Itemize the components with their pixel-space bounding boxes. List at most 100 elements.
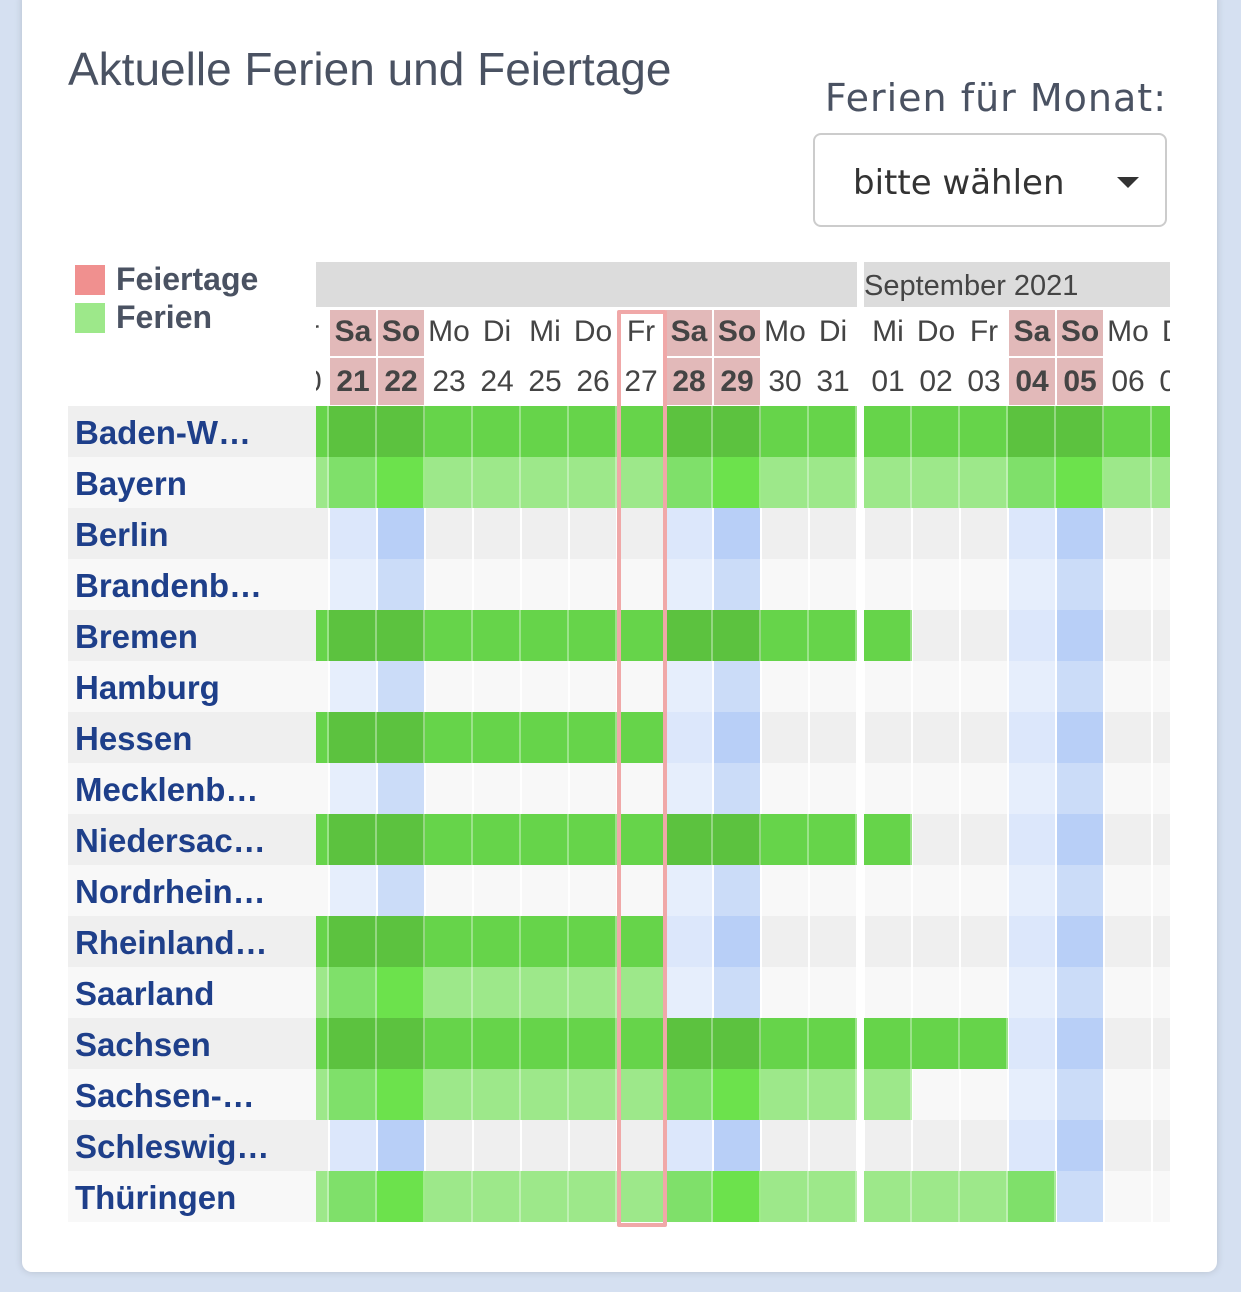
day-cell	[1153, 1120, 1170, 1171]
day-cell	[810, 916, 858, 967]
day-cell	[377, 712, 425, 763]
day-cell	[329, 406, 377, 457]
day-cell	[377, 1069, 425, 1120]
day-cell	[809, 1018, 857, 1069]
day-cell	[1153, 763, 1170, 814]
day-cell	[1056, 457, 1104, 508]
state-name: Nordrhein…	[68, 865, 316, 916]
day-cell	[425, 814, 473, 865]
day-cell	[425, 406, 473, 457]
day-header: 26	[576, 365, 610, 398]
day-cell	[570, 559, 618, 610]
day-cell	[1057, 1171, 1105, 1222]
day-cell	[913, 1069, 961, 1120]
day-cell	[473, 1171, 521, 1222]
day-cell	[329, 457, 377, 508]
day-cell	[474, 508, 522, 559]
day-cell	[961, 967, 1009, 1018]
day-cell	[378, 1120, 426, 1171]
day-cell	[762, 865, 810, 916]
day-cell	[1105, 865, 1153, 916]
day-cell	[570, 661, 618, 712]
day-cell	[714, 1120, 762, 1171]
day-cell	[865, 661, 913, 712]
day-cell	[329, 916, 377, 967]
day-cell	[316, 508, 330, 559]
day-cell	[618, 763, 666, 814]
day-cell	[1153, 559, 1170, 610]
today-outline	[617, 310, 667, 1227]
day-cell	[809, 457, 857, 508]
day-cell	[961, 1069, 1009, 1120]
day-header: 27	[618, 358, 664, 405]
day-cell	[666, 661, 714, 712]
day-cell	[913, 916, 961, 967]
weekday-header: So	[1057, 310, 1103, 356]
day-cell	[1056, 406, 1104, 457]
day-cell	[809, 1069, 857, 1120]
day-cell	[1105, 1171, 1153, 1222]
day-cell	[714, 865, 762, 916]
day-cell	[810, 661, 858, 712]
day-cell	[316, 661, 330, 712]
month-select[interactable]: bitte wählen	[813, 133, 1167, 227]
day-cell	[329, 1171, 377, 1222]
day-cell	[522, 508, 570, 559]
day-cell	[665, 1069, 713, 1120]
day-cell	[810, 559, 858, 610]
day-cell	[521, 1069, 569, 1120]
day-cell	[864, 1018, 912, 1069]
day-cell	[1105, 559, 1153, 610]
day-cell	[329, 610, 377, 661]
day-cell	[1009, 814, 1057, 865]
day-cell	[377, 1018, 425, 1069]
day-cell	[762, 967, 810, 1018]
day-cell	[426, 763, 474, 814]
day-cell	[762, 712, 810, 763]
weekday-header: Mo	[764, 315, 806, 348]
day-cell	[377, 814, 425, 865]
day-cell	[912, 1018, 960, 1069]
day-cell	[714, 916, 762, 967]
day-cell	[810, 1120, 858, 1171]
day-cell	[1057, 967, 1105, 1018]
day-cell	[961, 661, 1009, 712]
day-cell	[665, 610, 713, 661]
day-cell	[762, 559, 810, 610]
state-name: Brandenb…	[68, 559, 316, 610]
day-cell	[1105, 1120, 1153, 1171]
day-cell	[864, 814, 912, 865]
day-cell	[761, 1018, 809, 1069]
day-cell	[809, 814, 857, 865]
day-cell	[761, 406, 809, 457]
state-name: Hamburg	[68, 661, 316, 712]
day-cell	[378, 865, 426, 916]
day-cell	[1057, 1069, 1105, 1120]
day-cell	[617, 1069, 665, 1120]
day-cell	[473, 406, 521, 457]
day-cell	[913, 1120, 961, 1171]
day-cell	[426, 661, 474, 712]
day-cell	[913, 814, 961, 865]
day-cell	[1104, 406, 1152, 457]
day-cell	[426, 508, 474, 559]
day-cell	[521, 1171, 569, 1222]
day-cell	[425, 610, 473, 661]
day-cell	[1105, 1018, 1153, 1069]
weekday-header: Sa	[330, 310, 376, 356]
day-cell	[913, 967, 961, 1018]
day-header: 02	[919, 365, 953, 398]
day-header: 25	[528, 365, 562, 398]
day-cell	[316, 1069, 329, 1120]
day-cell	[864, 1069, 912, 1120]
day-cell	[865, 763, 913, 814]
day-cell	[713, 457, 761, 508]
weekday-header: Mi	[529, 315, 561, 348]
day-cell	[522, 865, 570, 916]
day-cell	[521, 712, 569, 763]
state-name: Bayern	[68, 457, 316, 508]
state-name: Sachsen-…	[68, 1069, 316, 1120]
day-cell	[377, 1171, 425, 1222]
day-cell	[425, 967, 473, 1018]
